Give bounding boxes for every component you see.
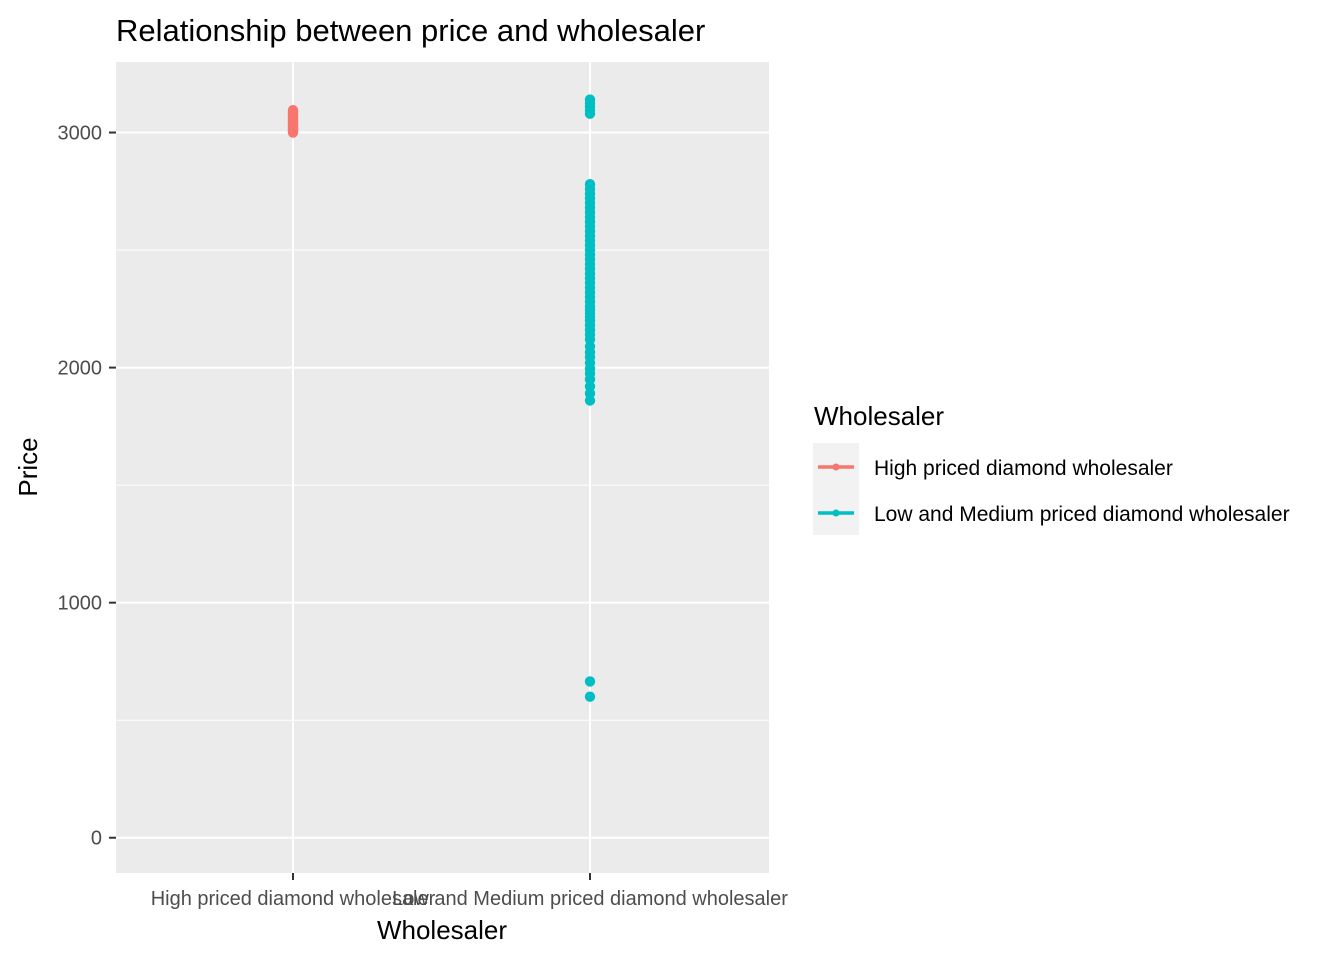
y-tick-label: 1000 <box>58 593 103 615</box>
y-tick-label: 2000 <box>58 358 103 380</box>
legend-key-background <box>813 443 859 535</box>
legend-entry-label: High priced diamond wholesaler <box>874 457 1173 480</box>
legend-entry: High priced diamond wholesaler <box>818 457 1173 480</box>
data-point <box>584 94 596 105</box>
legend-title: Wholesaler <box>814 401 944 431</box>
data-point <box>584 691 596 702</box>
data-point <box>584 179 596 190</box>
x-tick-label: Low and Medium priced diamond wholesaler <box>392 888 788 910</box>
x-tick-label: High priced diamond wholesaler <box>151 888 436 910</box>
legend-entries: High priced diamond wholesaler Low and Me… <box>818 457 1290 526</box>
data-point <box>287 104 299 116</box>
data-point <box>584 676 596 687</box>
plot-panel <box>116 62 769 873</box>
y-axis-title: Price <box>13 437 43 496</box>
y-tick-label: 3000 <box>58 123 103 145</box>
x-axis-title: Wholesaler <box>377 915 507 945</box>
y-axis-ticks: 0 1000 2000 3000 <box>58 123 116 850</box>
data-points <box>287 94 596 702</box>
legend-entry-label: Low and Medium priced diamond wholesaler <box>874 503 1290 526</box>
y-tick-label: 0 <box>91 828 102 850</box>
chart-title: Relationship between price and wholesale… <box>116 13 705 48</box>
grid-minor <box>116 249 769 721</box>
legend-key-point <box>832 509 840 517</box>
legend-entry: Low and Medium priced diamond wholesaler <box>818 503 1290 526</box>
grid-major <box>116 62 769 873</box>
legend: Wholesaler High priced diamond wholesale… <box>813 401 1290 535</box>
legend-key-point <box>832 463 840 471</box>
